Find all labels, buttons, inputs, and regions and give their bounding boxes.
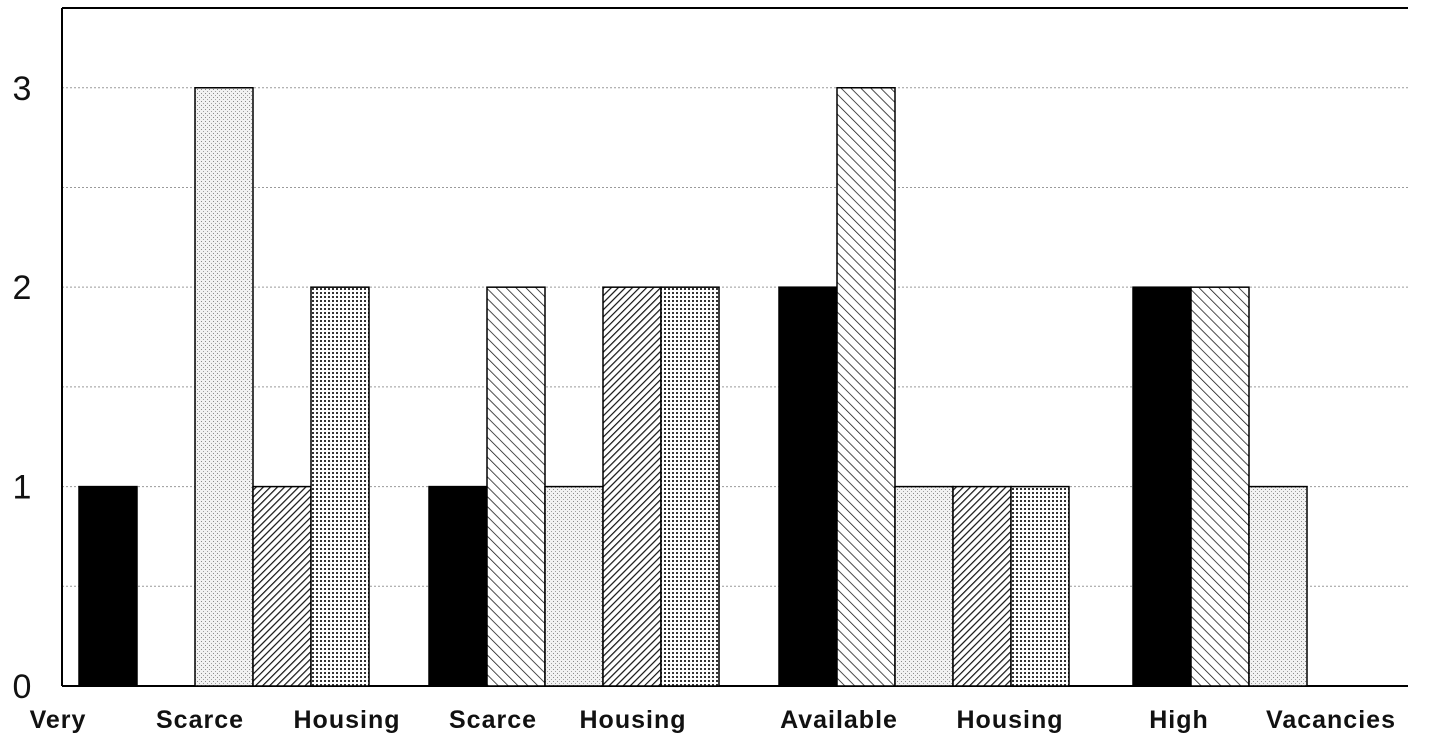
bar-forward-hatch bbox=[486, 286, 546, 687]
bar-solid bbox=[1132, 286, 1192, 687]
x-category-label: Housing bbox=[580, 706, 687, 734]
x-category-label: Scarce bbox=[156, 706, 244, 734]
y-tick-label: 1 bbox=[13, 469, 32, 507]
bar-dense-dots bbox=[1010, 485, 1070, 687]
bar-dense-dots bbox=[660, 286, 720, 687]
bar-light-dots bbox=[1248, 485, 1308, 687]
bar-light-dots bbox=[194, 87, 254, 687]
y-tick-label: 2 bbox=[13, 269, 32, 307]
x-category-label: Scarce bbox=[449, 706, 537, 734]
x-category-label: Housing bbox=[957, 706, 1064, 734]
bar-solid bbox=[428, 485, 488, 687]
bar-solid bbox=[778, 286, 838, 687]
x-category-label: Very bbox=[30, 706, 87, 734]
x-category-label: Vacancies bbox=[1266, 706, 1396, 734]
x-category-label: Available bbox=[780, 706, 898, 734]
bar-dense-dots bbox=[310, 286, 370, 687]
bar-back-hatch bbox=[602, 286, 662, 687]
bar-forward-hatch bbox=[836, 87, 896, 687]
bar-back-hatch bbox=[952, 485, 1012, 687]
bar-light-dots bbox=[894, 485, 954, 687]
bar-light-dots bbox=[544, 485, 604, 687]
x-category-label: Housing bbox=[294, 706, 401, 734]
bar-forward-hatch bbox=[1190, 286, 1250, 687]
x-category-label: High bbox=[1149, 706, 1209, 734]
bar-solid bbox=[78, 485, 138, 687]
bar-back-hatch bbox=[252, 485, 312, 687]
y-tick-label: 0 bbox=[13, 668, 32, 706]
y-tick-label: 3 bbox=[13, 70, 32, 108]
